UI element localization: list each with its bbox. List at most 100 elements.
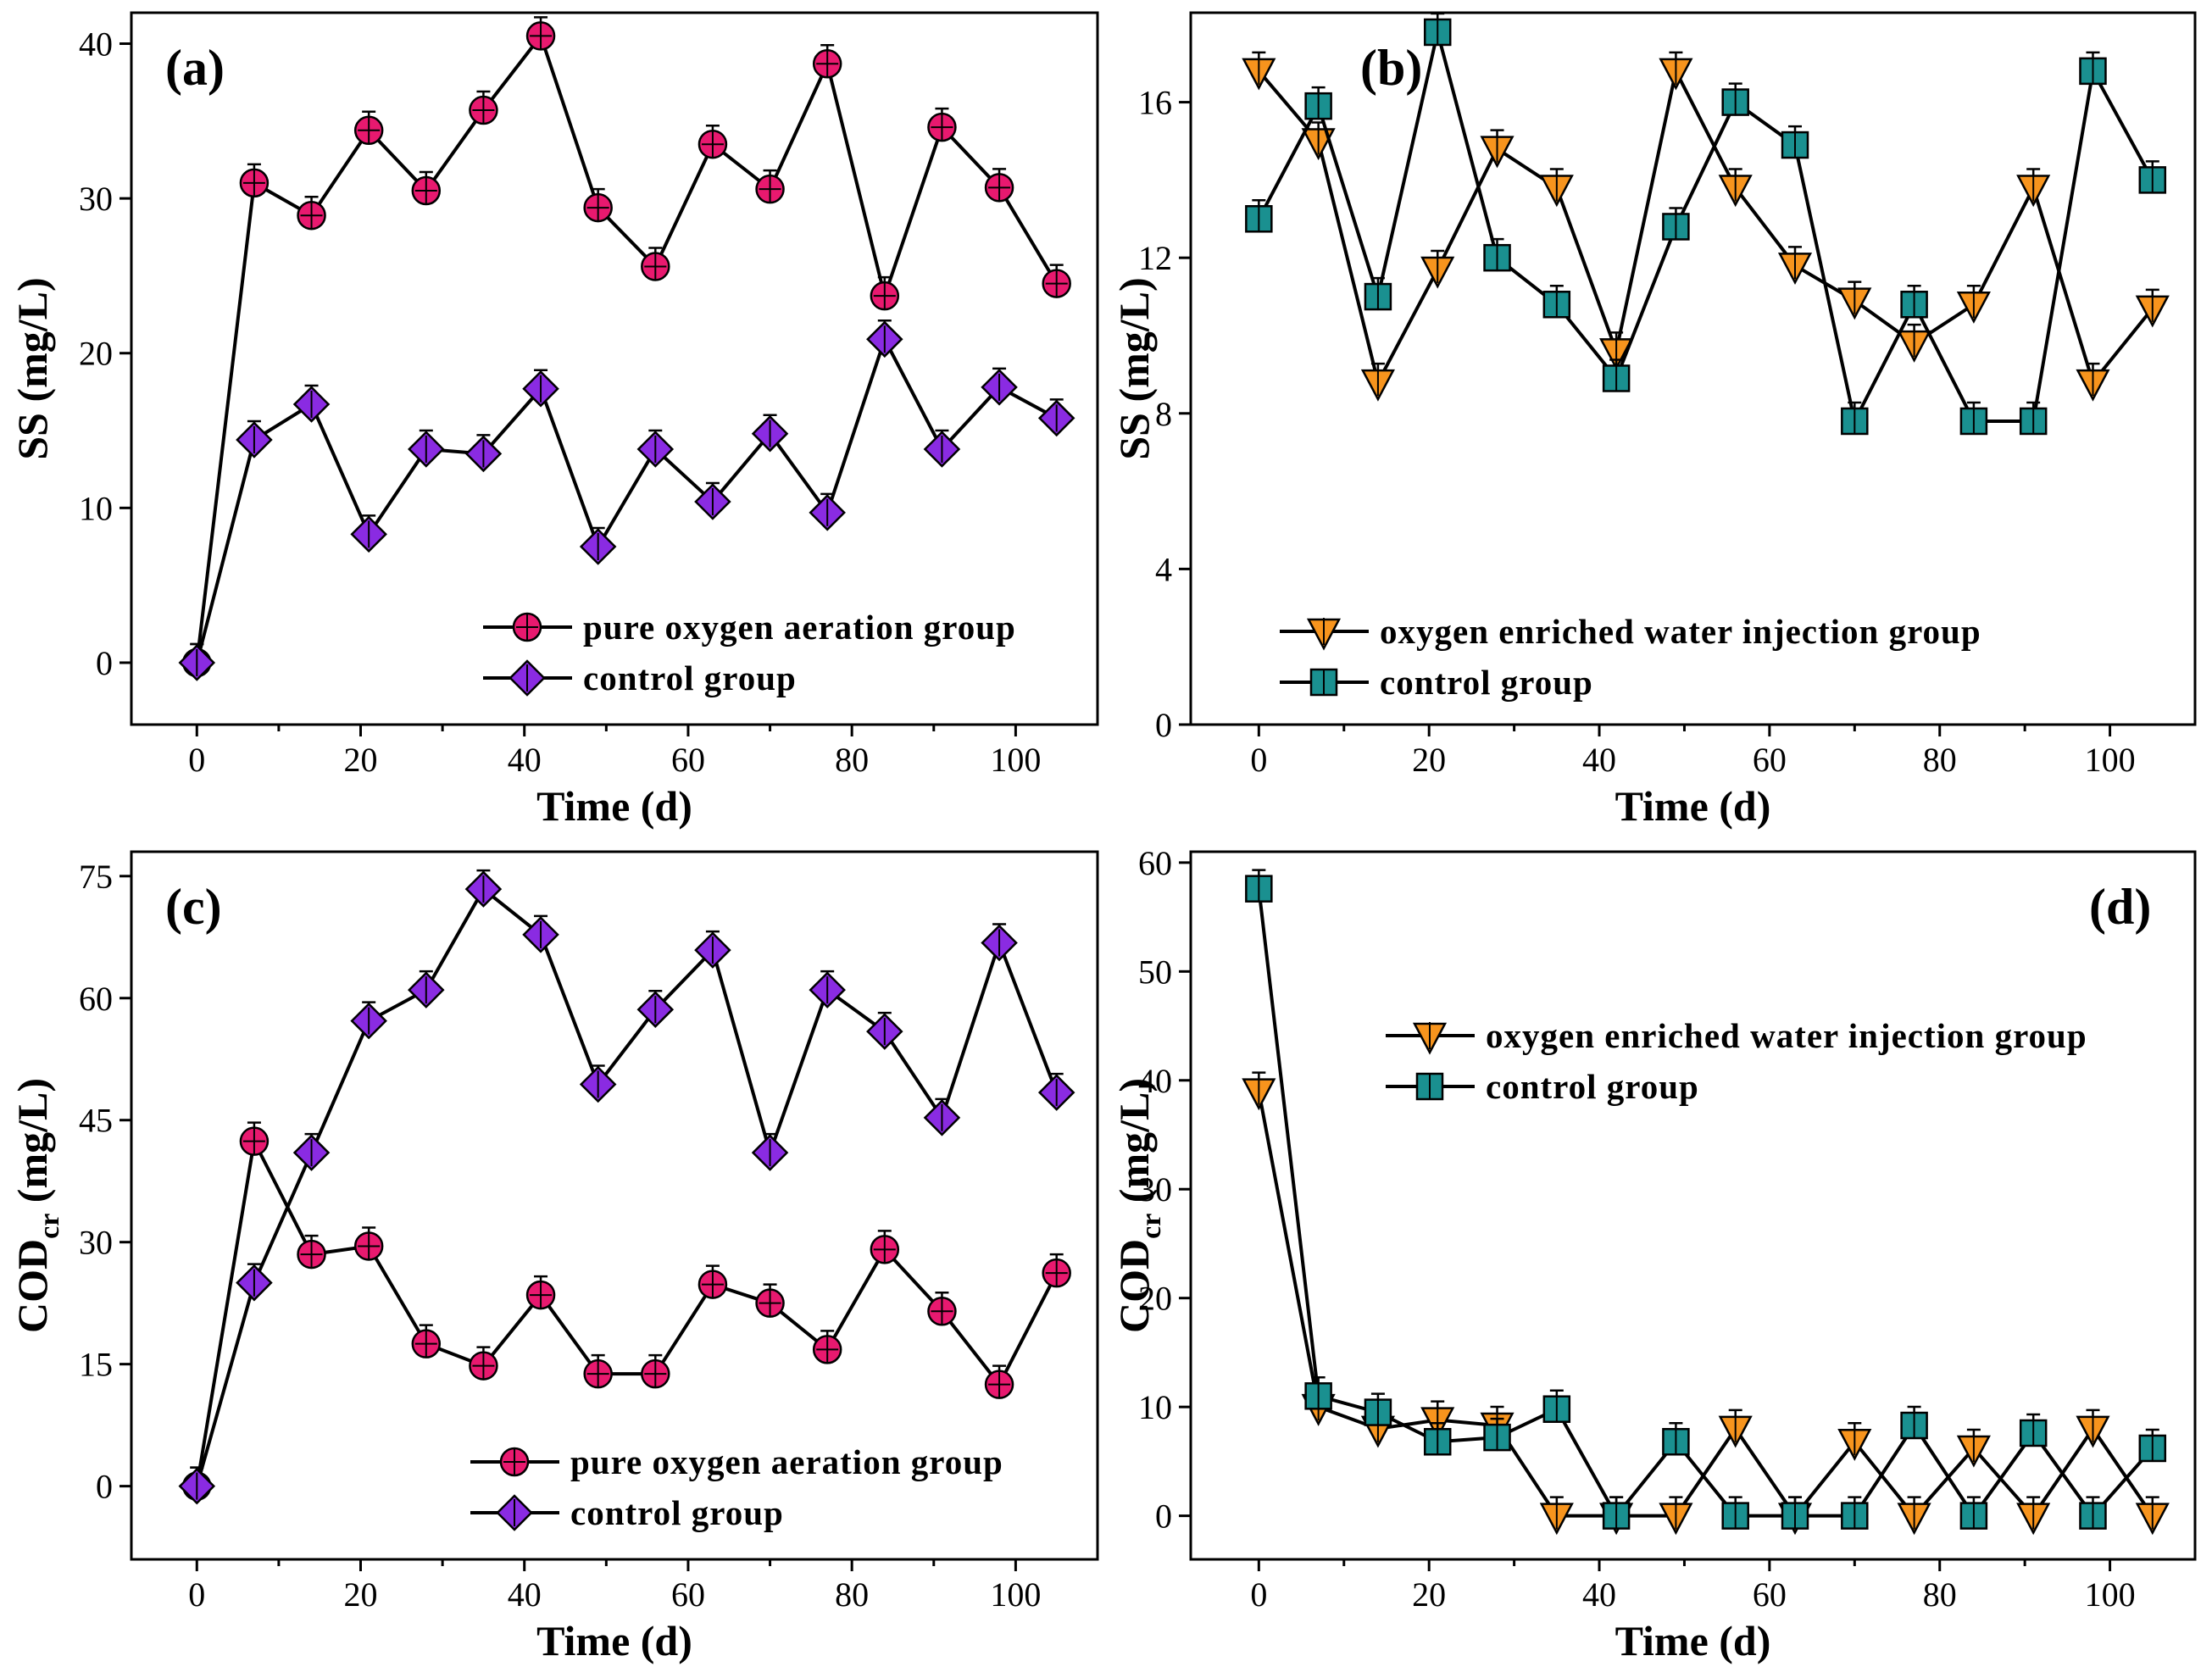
y-axis-label-main: COD	[8, 1239, 56, 1333]
y-tick-label: 15	[79, 1346, 113, 1384]
y-axis-label-main: SS (mg/L)	[1110, 277, 1158, 459]
y-tick-label: 30	[79, 180, 113, 218]
y-tick-label: 40	[1138, 1062, 1172, 1100]
panel-c: 0 20 40 60 80 100 0 15 30 45 60 75 Time (d) CODcr (mg…	[8, 850, 1099, 1664]
panel-a-frame	[130, 11, 1099, 726]
x-tick-label: 0	[1250, 1575, 1267, 1614]
series-line	[195, 886, 1059, 1487]
series-line	[1257, 65, 2154, 387]
y-tick-label: 60	[1138, 844, 1172, 882]
x-tick-label: 20	[1412, 1575, 1446, 1614]
y-axis-label-subscript: cr	[1136, 1214, 1167, 1239]
y-tick-label: 0	[96, 1468, 113, 1506]
legend-label: control group	[583, 658, 797, 697]
x-axis-label: Time (d)	[536, 782, 692, 830]
x-tick-label: 20	[1412, 741, 1446, 779]
y-tick-label: 40	[79, 25, 113, 64]
y-axis-label-units: (mg/L)	[1110, 1078, 1158, 1214]
x-tick-label: 80	[835, 1575, 869, 1614]
x-tick-label: 0	[188, 741, 205, 779]
legend-label: pure oxygen aeration group	[570, 1442, 1003, 1481]
x-tick-label: 100	[2085, 1575, 2136, 1614]
legend-label: oxygen enriched water injection group	[1380, 612, 1981, 651]
legend: oxygen enriched water injection group con…	[1386, 1016, 2087, 1106]
series-line	[1257, 888, 2154, 1520]
series-line	[195, 32, 1059, 664]
y-tick-label: 20	[1138, 1280, 1172, 1318]
y-axis-label-units: (mg/L)	[8, 1078, 56, 1214]
y-axis-label-subscript: cr	[34, 1214, 65, 1239]
panel-tag: (d)	[2089, 879, 2151, 935]
y-tick-label: 10	[79, 489, 113, 527]
x-axis-label: Time (d)	[1615, 782, 1771, 830]
panel-tag: (b)	[1360, 40, 1422, 96]
x-tick-label: 0	[1250, 741, 1267, 779]
y-tick-label: 12	[1138, 239, 1172, 277]
x-tick-label: 40	[508, 741, 542, 779]
legend: oxygen enriched water injection group con…	[1280, 612, 1981, 702]
series-2	[1245, 869, 2167, 1530]
y-tick-label: 50	[1138, 953, 1172, 991]
y-tick-label: 45	[79, 1102, 113, 1140]
x-tick-label: 60	[1753, 741, 1787, 779]
x-tick-label: 80	[1923, 1575, 1957, 1614]
panel-d-frame	[1189, 850, 2197, 1561]
legend-label: pure oxygen aeration group	[583, 608, 1016, 647]
y-tick-label: 30	[1138, 1170, 1172, 1208]
y-axis-label: CODcr (mg/L)	[8, 1078, 65, 1333]
x-tick-label: 80	[1923, 741, 1957, 779]
legend-label: control group	[570, 1493, 784, 1532]
y-tick-label: 20	[79, 335, 113, 373]
x-tick-label: 80	[835, 741, 869, 779]
y-axis-label: SS (mg/L)	[8, 277, 56, 459]
panel-b: 0 20 40 60 80 100 0 4 8 12 16 Time (d) SS (mg/L) (b) o…	[1110, 11, 2197, 830]
legend: pure oxygen aeration group control group	[470, 1442, 1003, 1532]
x-tick-label: 40	[508, 1575, 542, 1614]
legend-label: control group	[1380, 663, 1593, 702]
y-tick-label: 30	[79, 1224, 113, 1262]
y-tick-label: 10	[1138, 1388, 1172, 1426]
series-2	[178, 319, 1075, 681]
y-tick-label: 0	[1155, 706, 1172, 744]
y-tick-label: 0	[96, 644, 113, 682]
series-line	[195, 335, 1058, 664]
x-tick-label: 40	[1582, 1575, 1616, 1614]
y-tick-label: 8	[1155, 395, 1172, 433]
x-tick-label: 100	[990, 1575, 1041, 1614]
y-axis-label-main: SS (mg/L)	[8, 277, 56, 459]
panel-tag: (c)	[165, 879, 222, 935]
legend-label: oxygen enriched water injection group	[1486, 1016, 2087, 1055]
panel-b-frame	[1189, 11, 2197, 726]
series-line	[195, 1136, 1059, 1486]
x-tick-label: 60	[671, 741, 705, 779]
x-tick-label: 60	[1753, 1575, 1787, 1614]
y-tick-label: 16	[1138, 84, 1172, 122]
legend: pure oxygen aeration group control group	[483, 608, 1016, 697]
series-1	[1242, 51, 2170, 402]
x-tick-label: 20	[344, 1575, 378, 1614]
y-tick-label: 0	[1155, 1497, 1172, 1536]
series-line	[1257, 1091, 2154, 1519]
y-axis-label-main: COD	[1110, 1239, 1158, 1333]
y-axis-label: SS (mg/L)	[1110, 277, 1158, 459]
x-tick-label: 0	[188, 1575, 205, 1614]
y-tick-label: 4	[1155, 550, 1172, 588]
y-tick-label: 60	[79, 980, 113, 1018]
series-1	[1242, 1071, 2170, 1536]
x-tick-label: 40	[1582, 741, 1616, 779]
series-2	[178, 869, 1075, 1505]
x-tick-label: 100	[990, 741, 1041, 779]
series-2	[1245, 12, 2167, 436]
y-axis-label: CODcr (mg/L)	[1110, 1078, 1167, 1333]
x-tick-label: 60	[671, 1575, 705, 1614]
x-axis-label: Time (d)	[536, 1617, 692, 1664]
x-tick-label: 20	[344, 741, 378, 779]
series-1	[182, 16, 1071, 678]
y-tick-label: 75	[79, 858, 113, 896]
panel-tag: (a)	[165, 40, 225, 96]
series-line	[1257, 31, 2154, 426]
panel-c-frame	[130, 850, 1099, 1561]
